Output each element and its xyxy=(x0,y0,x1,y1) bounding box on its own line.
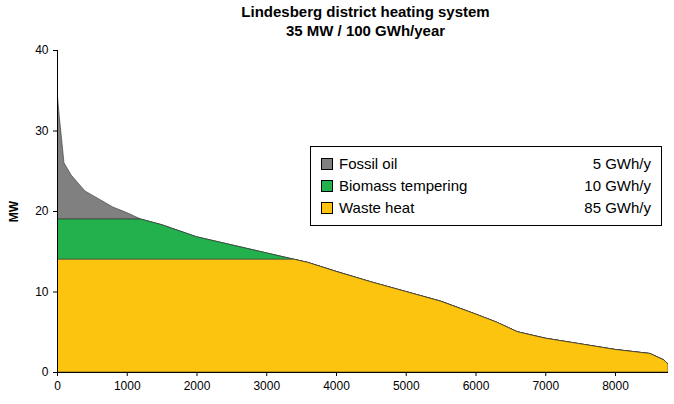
svg-text:4000: 4000 xyxy=(323,379,350,393)
svg-text:10: 10 xyxy=(35,285,49,299)
html-text:85 GWh/y: 85 GWh/y xyxy=(584,199,651,216)
svg-text:5000: 5000 xyxy=(393,379,420,393)
svg-text:0: 0 xyxy=(42,365,49,379)
svg-text:8000: 8000 xyxy=(602,379,629,393)
html-text:10 GWh/y: 10 GWh/y xyxy=(584,177,651,194)
svg-text:MW: MW xyxy=(7,200,21,222)
svg-text:1000: 1000 xyxy=(114,379,141,393)
html-text:Biomass tempering: Biomass tempering xyxy=(339,177,468,194)
html-text:5 GWh/y: 5 GWh/y xyxy=(592,155,651,172)
html-text:Fossil oil: Fossil oil xyxy=(339,155,398,172)
svg-text:30: 30 xyxy=(35,124,49,138)
html-text:Waste heat: Waste heat xyxy=(339,199,415,216)
html-text:Lindesberg district heating sy: Lindesberg district heating system xyxy=(241,3,490,20)
svg-text:7000: 7000 xyxy=(532,379,559,393)
svg-text:20: 20 xyxy=(35,204,49,218)
svg-text:6000: 6000 xyxy=(463,379,490,393)
svg-text:3000: 3000 xyxy=(253,379,280,393)
svg-text:0: 0 xyxy=(54,379,61,393)
svg-text:40: 40 xyxy=(35,43,49,57)
html-text:35 MW / 100 GWh/year: 35 MW / 100 GWh/year xyxy=(285,22,446,39)
svg-text:2000: 2000 xyxy=(184,379,211,393)
